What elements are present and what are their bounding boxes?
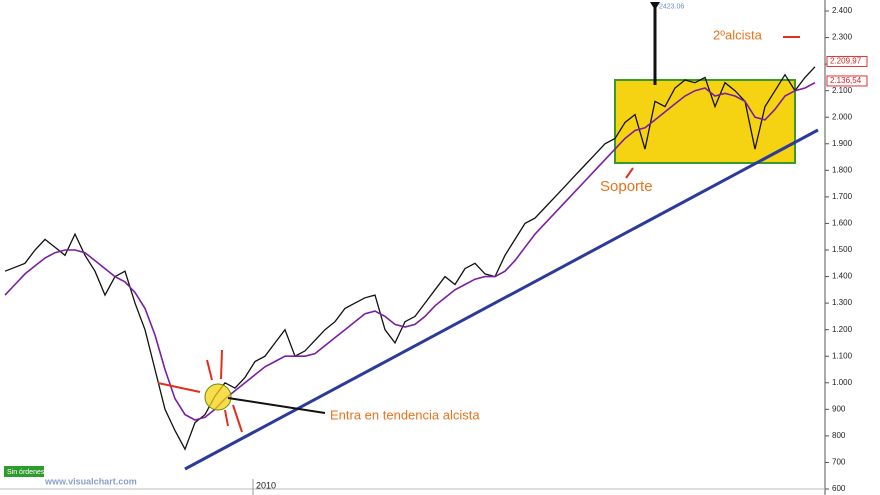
peak-label: 2423.06 — [659, 4, 684, 11]
signal-circle — [204, 383, 232, 411]
y-tick-label: 700 — [832, 458, 846, 467]
spike-head — [650, 2, 660, 10]
y-tick-label: 2.400 — [832, 6, 853, 15]
support-label: Soporte — [600, 178, 653, 195]
x-tick-label: 2010 — [256, 480, 276, 490]
trend-label: Entra en tendencia alcista — [330, 407, 480, 422]
y-tick-label: 1.400 — [832, 272, 853, 281]
y-tick-label: 1.200 — [832, 325, 853, 334]
price-line — [4, 66, 816, 451]
y-tick-label: 1.300 — [832, 298, 853, 307]
y-tick-label: 1.100 — [832, 351, 853, 360]
price-tag — [826, 55, 868, 67]
price-tag — [826, 75, 868, 87]
y-tick-label: 600 — [832, 484, 846, 493]
price-tag-label: 2.209,97 — [830, 57, 862, 66]
y-tick-label: 800 — [832, 431, 846, 440]
y-tick-label: 2.100 — [832, 86, 853, 95]
y-tick-label: 1.500 — [832, 245, 853, 254]
y-tick-label: 2.000 — [832, 112, 853, 121]
pointer-line — [227, 397, 326, 414]
price-line — [4, 81, 816, 421]
support-pointer — [625, 167, 634, 179]
y-tick-label: 1.000 — [832, 378, 853, 387]
signal-rays — [157, 349, 243, 433]
y-tick-label: 900 — [832, 404, 846, 413]
bull-label: 2ºalcista — [713, 27, 763, 42]
trend-line — [184, 128, 819, 471]
y-tick-label: 2.300 — [832, 33, 853, 42]
watermark: www.visualchart.com — [44, 476, 137, 486]
y-tick-label: 1.600 — [832, 219, 853, 228]
status-label: Sin órdenes — [7, 469, 45, 476]
price-tag-label: 2.136,54 — [830, 76, 862, 85]
status-box — [4, 466, 44, 477]
y-tick-label: 1.900 — [832, 139, 853, 148]
range-box — [614, 79, 796, 164]
y-tick-label: 1.700 — [832, 192, 853, 201]
y-tick-label: 1.800 — [832, 165, 853, 174]
